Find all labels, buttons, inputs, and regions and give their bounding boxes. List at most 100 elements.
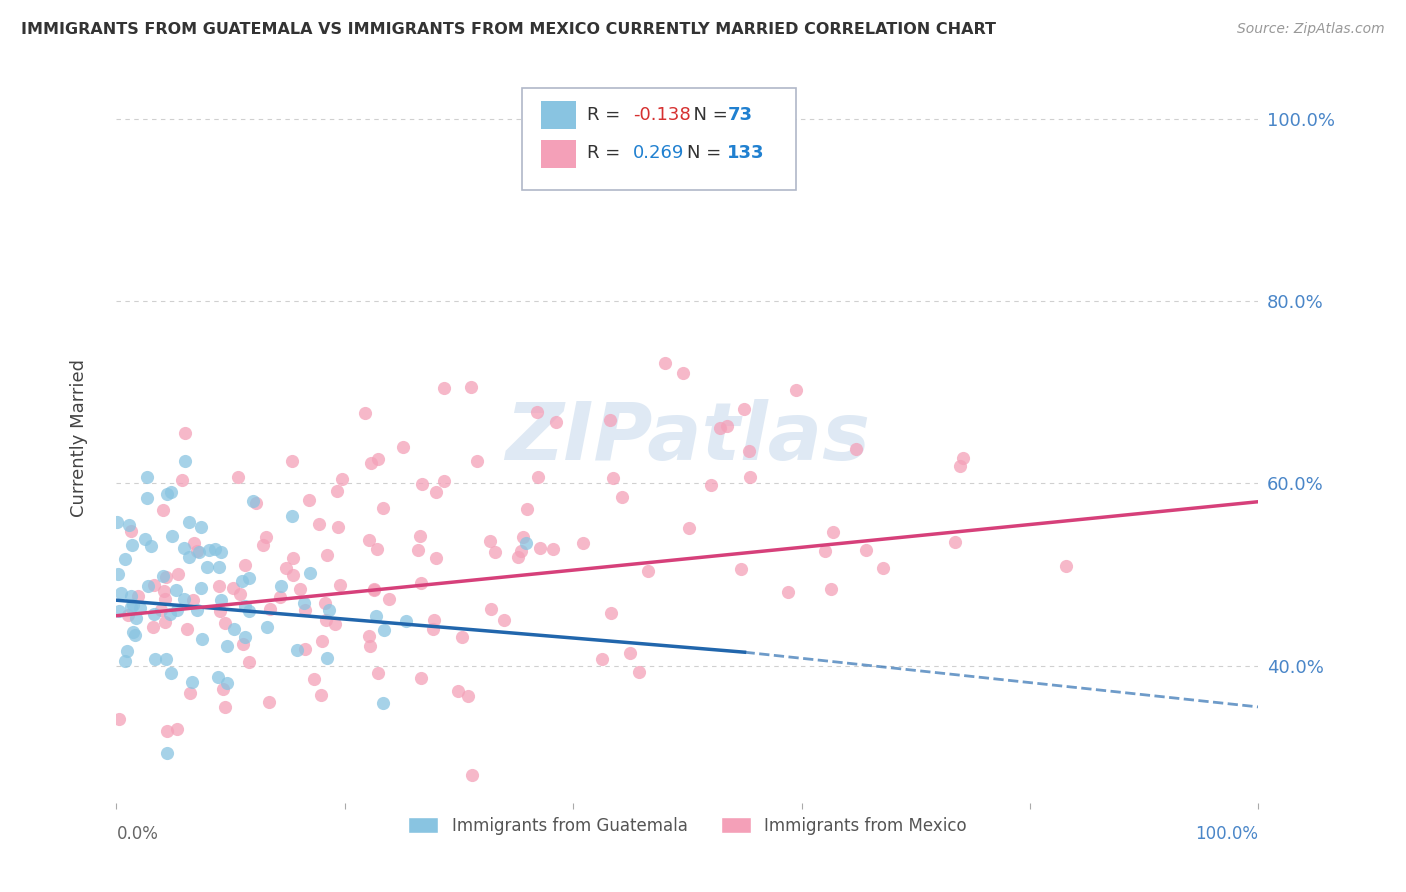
Point — [177, 515, 200, 529]
Point — [120, 524, 142, 538]
Point — [208, 604, 231, 618]
Point — [406, 542, 429, 557]
Point — [242, 493, 264, 508]
Point — [281, 551, 304, 566]
Point — [730, 562, 752, 576]
Point — [166, 722, 188, 736]
Point — [107, 605, 129, 619]
Point — [122, 598, 145, 612]
Point — [716, 418, 738, 433]
Point — [281, 508, 304, 523]
Point — [114, 654, 136, 668]
Point — [166, 603, 188, 617]
Point — [173, 425, 195, 440]
Point — [187, 545, 209, 559]
Point — [173, 454, 195, 468]
Point — [855, 543, 877, 558]
Point — [572, 536, 595, 550]
Point — [155, 570, 177, 584]
Point — [515, 535, 537, 549]
Point — [232, 637, 254, 651]
Point — [121, 599, 143, 614]
Point — [776, 585, 799, 599]
Point — [172, 473, 194, 487]
Point — [118, 518, 141, 533]
Point — [114, 552, 136, 566]
Point — [378, 591, 401, 606]
Point — [215, 676, 238, 690]
Point — [316, 651, 339, 665]
Point — [371, 501, 394, 516]
Point — [233, 558, 256, 573]
Point — [156, 746, 179, 760]
Point — [143, 578, 166, 592]
Point — [105, 515, 128, 529]
Point — [325, 483, 347, 498]
Point — [366, 541, 388, 556]
Point — [411, 671, 433, 685]
Text: Source: ZipAtlas.com: Source: ZipAtlas.com — [1237, 22, 1385, 37]
Point — [512, 530, 534, 544]
Text: -0.138: -0.138 — [633, 105, 690, 124]
Point — [252, 539, 274, 553]
Point — [543, 542, 565, 557]
Point — [153, 591, 176, 606]
Point — [177, 549, 200, 564]
Point — [354, 406, 377, 420]
Point — [120, 589, 142, 603]
Point — [457, 689, 479, 703]
Point — [433, 381, 456, 395]
Point — [315, 613, 337, 627]
Point — [1054, 559, 1077, 574]
Point — [294, 603, 316, 617]
Point — [173, 541, 195, 555]
Point — [245, 496, 267, 510]
Point — [328, 520, 350, 534]
Point — [602, 471, 624, 485]
Point — [323, 616, 346, 631]
Point — [492, 613, 515, 627]
Point — [395, 615, 418, 629]
Point — [290, 582, 312, 597]
Point — [314, 596, 336, 610]
Point — [451, 630, 474, 644]
Point — [108, 712, 131, 726]
Point — [155, 652, 177, 666]
Point — [461, 768, 484, 782]
Point — [209, 593, 232, 607]
Point — [298, 566, 321, 580]
Point — [952, 451, 974, 466]
Point — [181, 593, 204, 607]
Point — [186, 543, 208, 558]
Point — [129, 601, 152, 615]
Point — [165, 582, 187, 597]
Point — [872, 561, 894, 575]
Point — [274, 561, 297, 575]
Text: 0.0%: 0.0% — [117, 824, 159, 843]
Point — [373, 623, 395, 637]
Point — [135, 491, 157, 506]
Point — [214, 700, 236, 714]
FancyBboxPatch shape — [522, 87, 796, 190]
Point — [214, 616, 236, 631]
Point — [117, 607, 139, 622]
Point — [257, 695, 280, 709]
Point — [373, 696, 395, 710]
Point — [309, 688, 332, 702]
Point — [363, 583, 385, 598]
Point — [329, 578, 352, 592]
Point — [215, 639, 238, 653]
Point — [160, 529, 183, 543]
Point — [738, 470, 761, 484]
Point — [125, 610, 148, 624]
Point — [820, 582, 842, 596]
Point — [183, 536, 205, 550]
Point — [256, 620, 278, 634]
Point — [425, 551, 447, 566]
Point — [315, 549, 337, 563]
Text: ZIPatlas: ZIPatlas — [505, 399, 870, 477]
Point — [222, 582, 245, 596]
Text: IMMIGRANTS FROM GUATEMALA VS IMMIGRANTS FROM MEXICO CURRENTLY MARRIED CORRELATIO: IMMIGRANTS FROM GUATEMALA VS IMMIGRANTS … — [21, 22, 995, 37]
Point — [143, 652, 166, 666]
Legend: Immigrants from Guatemala, Immigrants from Mexico: Immigrants from Guatemala, Immigrants fr… — [402, 811, 973, 842]
